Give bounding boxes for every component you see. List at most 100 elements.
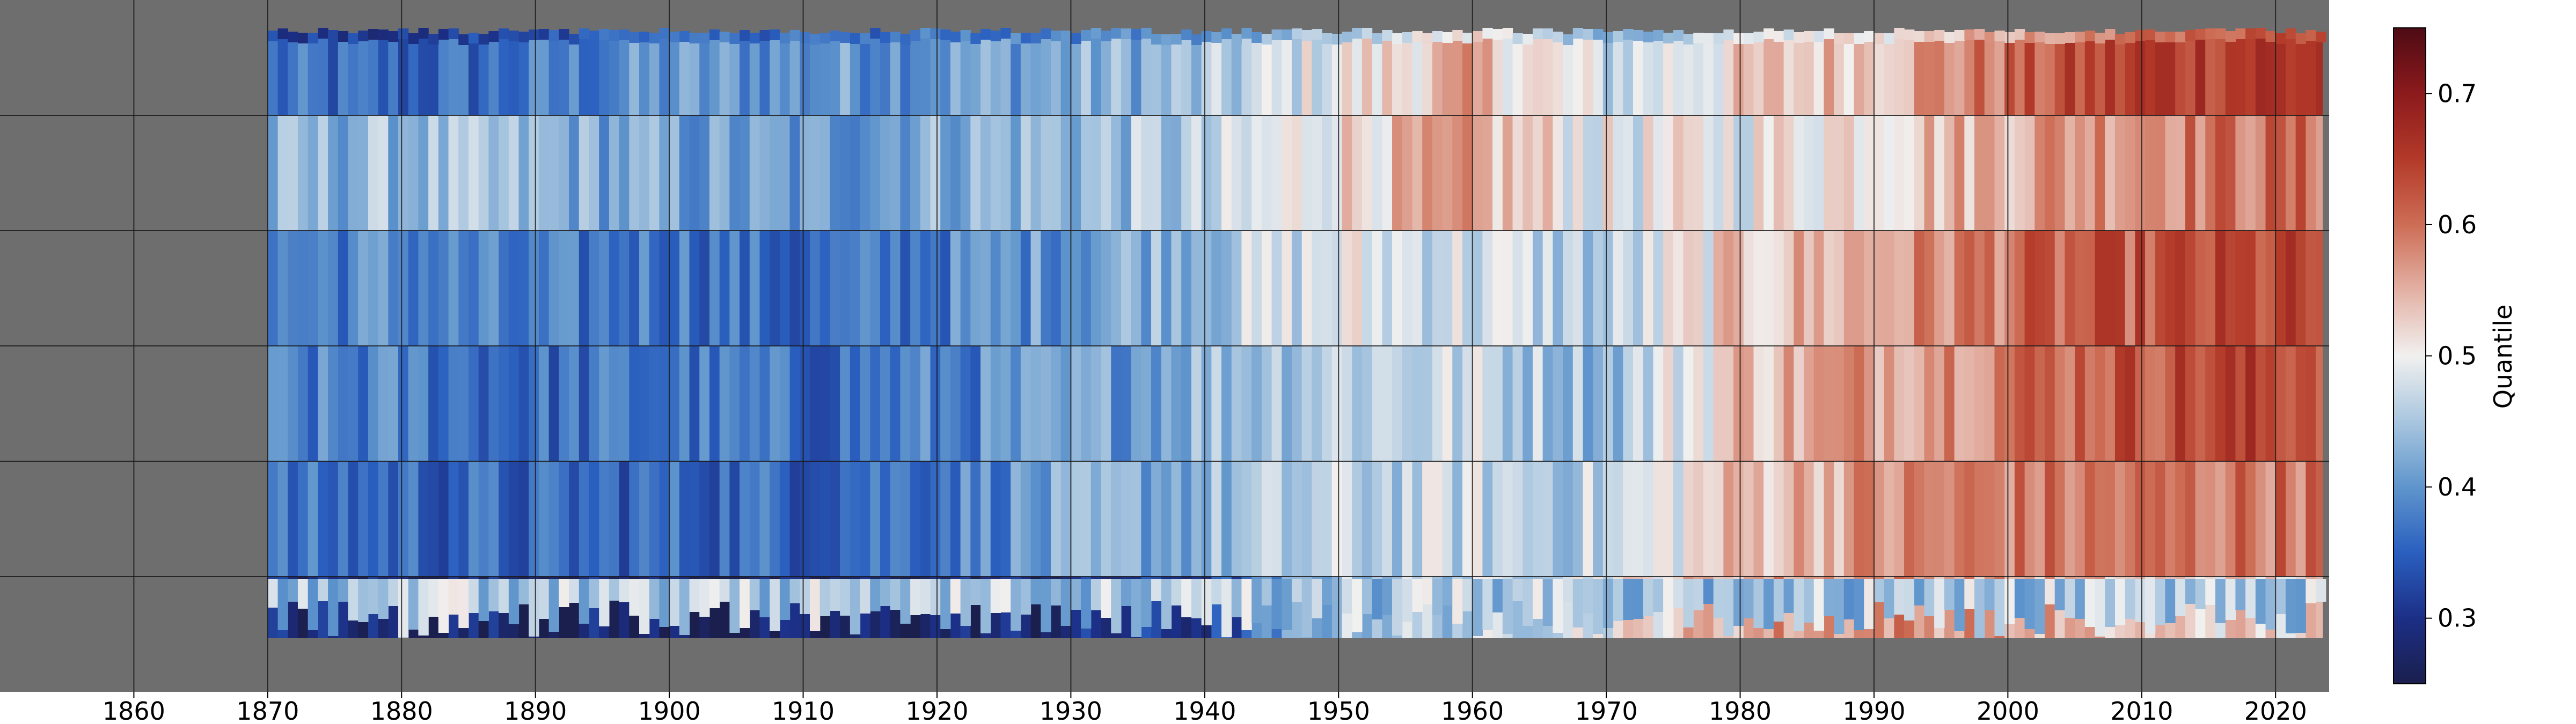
heatmap-cell: [1452, 346, 1463, 461]
heatmap-cell: [358, 461, 369, 577]
heatmap-cell: [860, 346, 870, 461]
heatmap-cell: [2145, 115, 2156, 231]
heatmap-bottom-edge-cell: [1884, 579, 1894, 618]
heatmap-cell: [2306, 38, 2316, 115]
heatmap-cell: [1874, 346, 1885, 461]
heatmap-bottom-edge-cell: [478, 579, 489, 621]
heatmap-cell: [378, 115, 389, 231]
heatmap-cell: [308, 346, 318, 461]
heatmap-cell: [1964, 461, 1975, 577]
heatmap-cell: [1623, 461, 1634, 577]
heatmap-cell: [2295, 346, 2306, 461]
heatmap-bottom-edge-cell: [1282, 579, 1292, 630]
heatmap-cell: [1593, 38, 1604, 115]
heatmap-cell: [589, 346, 599, 461]
heatmap-cell: [749, 461, 760, 577]
heatmap-cell: [468, 461, 479, 577]
heatmap-cell: [719, 346, 730, 461]
heatmap-cell: [2255, 461, 2266, 577]
heatmap-cell: [940, 346, 951, 461]
heatmap-cell: [1512, 346, 1523, 461]
heatmap-cell: [388, 346, 399, 461]
heatmap-cell: [1111, 461, 1122, 577]
heatmap-cell: [458, 346, 469, 461]
heatmap-cell: [2135, 38, 2146, 115]
heatmap-cell: [920, 231, 931, 346]
heatmap-cell: [2125, 346, 2135, 461]
heatmap-top-edge-cell: [860, 33, 870, 44]
heatmap-cell: [1261, 38, 1272, 115]
heatmap-cell: [1131, 38, 1141, 115]
heatmap-cell: [1131, 461, 1141, 577]
heatmap-bottom-edge-cell: [709, 579, 720, 608]
heatmap-cell: [1392, 38, 1403, 115]
heatmap-top-edge-cell: [529, 29, 539, 40]
heatmap-bottom-edge-cell: [1643, 579, 1654, 616]
heatmap-cell: [1683, 461, 1694, 577]
heatmap-cell: [2054, 115, 2065, 231]
heatmap-cell: [709, 461, 720, 577]
heatmap-cell: [2265, 115, 2276, 231]
heatmap-cell: [1462, 461, 1473, 577]
heatmap-cell: [2225, 461, 2236, 577]
heatmap-bottom-edge-cell: [569, 579, 580, 603]
heatmap-cell: [1011, 115, 1021, 231]
heatmap-top-edge-cell: [2195, 29, 2206, 40]
heatmap-cell: [1673, 231, 1684, 346]
heatmap-top-edge-cell: [2316, 32, 2326, 42]
heatmap-cell: [1362, 346, 1373, 461]
heatmap-cell: [2316, 346, 2323, 461]
heatmap-top-edge-cell: [569, 34, 580, 45]
heatmap-cell: [1583, 115, 1593, 231]
heatmap-cell: [1252, 38, 1262, 115]
heatmap-cell: [518, 231, 529, 346]
heatmap-bottom-edge-cell: [1563, 579, 1574, 602]
heatmap-cell: [1653, 346, 1664, 461]
heatmap-cell: [1502, 115, 1513, 231]
heatmap-cell: [1422, 115, 1433, 231]
heatmap-cell: [2165, 346, 2176, 461]
heatmap-cell: [729, 115, 740, 231]
heatmap-top-edge-cell: [950, 32, 961, 42]
heatmap-bottom-edge-cell: [749, 579, 760, 610]
heatmap-cell: [1523, 115, 1533, 231]
heatmap-bottom-edge-cell: [2255, 579, 2266, 624]
heatmap-cell: [2084, 346, 2096, 461]
heatmap-cell: [800, 461, 810, 577]
heatmap-bottom-edge-cell: [740, 579, 750, 628]
heatmap-cell: [1011, 461, 1021, 577]
heatmap-cell: [1693, 231, 1704, 346]
heatmap-cell: [950, 461, 961, 577]
heatmap-cell: [579, 461, 590, 577]
heatmap-top-edge-cell: [1472, 31, 1483, 42]
heatmap-top-edge-cell: [348, 33, 358, 44]
heatmap-cell: [1653, 38, 1664, 115]
heatmap-bottom-edge-cell: [1583, 579, 1593, 614]
heatmap-cell: [1663, 231, 1674, 346]
heatmap-cell: [1813, 346, 1825, 461]
heatmap-bottom-edge-cell: [960, 579, 971, 626]
heatmap-cell: [1241, 231, 1252, 346]
heatmap-bottom-edge-cell: [1994, 579, 2005, 636]
heatmap-bottom-edge-cell: [2205, 579, 2216, 605]
heatmap-cell: [428, 346, 439, 461]
x-tick-label: 1860: [103, 697, 165, 724]
heatmap-cell: [649, 115, 660, 231]
heatmap-cell: [1392, 231, 1403, 346]
heatmap-cell: [2165, 461, 2176, 577]
heatmap-cell: [358, 115, 369, 231]
heatmap-cell: [2245, 231, 2256, 346]
heatmap-cell: [850, 231, 861, 346]
heatmap-cell: [1804, 346, 1814, 461]
heatmap-cell: [1753, 231, 1764, 346]
heatmap-cell: [1602, 231, 1614, 346]
heatmap-cell: [1282, 461, 1292, 577]
heatmap-cell: [1352, 38, 1363, 115]
heatmap-cell: [1041, 231, 1051, 346]
heatmap-cell: [1964, 38, 1975, 115]
heatmap-top-edge-cell: [1261, 34, 1272, 45]
heatmap-cell: [1653, 231, 1664, 346]
heatmap-cell: [1502, 231, 1513, 346]
heatmap-bottom-edge-cell: [2185, 579, 2196, 604]
